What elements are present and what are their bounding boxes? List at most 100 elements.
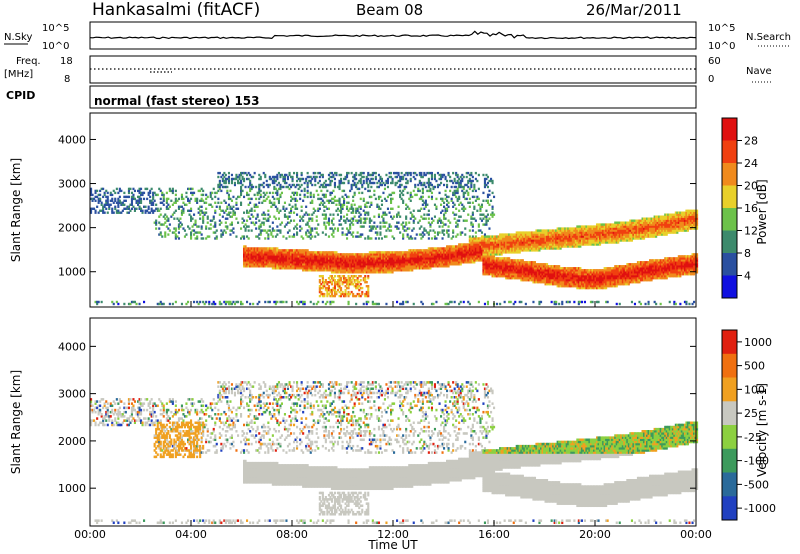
power-cell (511, 275, 514, 278)
power-cell (349, 253, 352, 256)
power-cell (383, 225, 387, 228)
power-cell (271, 181, 274, 185)
power-cell (432, 229, 435, 232)
power-cell (343, 177, 346, 181)
power-cell (409, 269, 412, 272)
power-cell (544, 235, 547, 238)
power-cell (265, 251, 268, 254)
power-cell (141, 209, 144, 212)
power-cell (493, 257, 496, 260)
power-cell (200, 227, 203, 230)
power-cell (496, 241, 499, 244)
power-cell (518, 235, 521, 238)
power-cell (485, 209, 488, 212)
power-cell (452, 193, 455, 197)
power-cell (227, 181, 231, 185)
power-cell (161, 223, 164, 226)
power-cell (293, 257, 296, 260)
power-cell (341, 283, 344, 286)
power-cell (238, 173, 241, 177)
power-cell (255, 197, 258, 201)
power-cell (449, 251, 452, 254)
power-cell (167, 233, 170, 236)
power-cell (324, 269, 327, 272)
power-cell (453, 177, 456, 181)
power-cell (546, 237, 549, 240)
power-cell (264, 217, 267, 220)
power-cell (527, 271, 530, 274)
power-cell (521, 275, 524, 278)
power-cell (399, 215, 402, 218)
power-cell (297, 177, 300, 181)
power-cell (312, 259, 315, 262)
power-cell (111, 193, 114, 197)
power-cell (529, 249, 532, 252)
power-cell (479, 229, 482, 232)
power-cell (274, 265, 277, 268)
power-cell (523, 239, 526, 242)
power-cell (377, 269, 381, 272)
power-cell (396, 221, 399, 224)
power-cell (473, 247, 476, 250)
power-cell (530, 239, 534, 242)
power-cell (497, 265, 500, 268)
power-cell (241, 189, 244, 193)
power-cell (300, 189, 303, 193)
power-cell (300, 205, 303, 208)
power-cell (411, 195, 414, 199)
power-cell (329, 181, 332, 185)
power-cell (209, 203, 212, 206)
power-cell (279, 231, 282, 234)
power-cell (488, 217, 491, 220)
power-cell (461, 243, 464, 246)
power-cell (280, 173, 284, 177)
power-cell (488, 245, 491, 248)
power-cell (377, 213, 381, 216)
power-cell (353, 267, 356, 270)
power-cell (464, 233, 467, 236)
power-cell (443, 247, 446, 250)
power-cell (496, 261, 499, 264)
power-cell (338, 279, 341, 282)
power-cell (529, 277, 532, 280)
power-cell (365, 267, 368, 270)
power-cell (509, 269, 512, 272)
power-cell (288, 183, 291, 187)
power-cell (429, 171, 432, 175)
power-cell (367, 173, 370, 177)
power-cell (430, 253, 434, 256)
power-cell (508, 273, 511, 276)
power-cell (502, 257, 505, 260)
power-cell (159, 300, 162, 304)
power-cell (190, 207, 193, 210)
power-cell (247, 171, 250, 175)
power-cell (490, 179, 493, 183)
power-cell (517, 245, 520, 248)
power-cell (326, 300, 329, 304)
power-cell (532, 265, 535, 268)
power-cell (253, 255, 256, 258)
power-cell (168, 187, 171, 191)
power-cell (488, 193, 491, 197)
power-cell (514, 275, 517, 278)
power-cell (518, 241, 521, 244)
power-cell (423, 201, 426, 204)
power-cell (265, 183, 268, 187)
power-cell (273, 265, 276, 268)
power-cell (536, 239, 540, 242)
power-cell (426, 261, 429, 264)
power-cell (290, 257, 293, 260)
power-cell (546, 241, 549, 244)
power-cell (240, 185, 243, 189)
power-cell (485, 245, 488, 248)
power-cell (324, 286, 327, 290)
power-cell (202, 221, 205, 224)
power-cell (296, 231, 299, 234)
power-cell (324, 195, 327, 199)
power-cell (356, 257, 359, 260)
power-cell (267, 237, 270, 240)
power-cell (291, 267, 294, 270)
power-cell (365, 181, 368, 185)
power-cell (312, 267, 315, 270)
power-cell (232, 227, 235, 230)
